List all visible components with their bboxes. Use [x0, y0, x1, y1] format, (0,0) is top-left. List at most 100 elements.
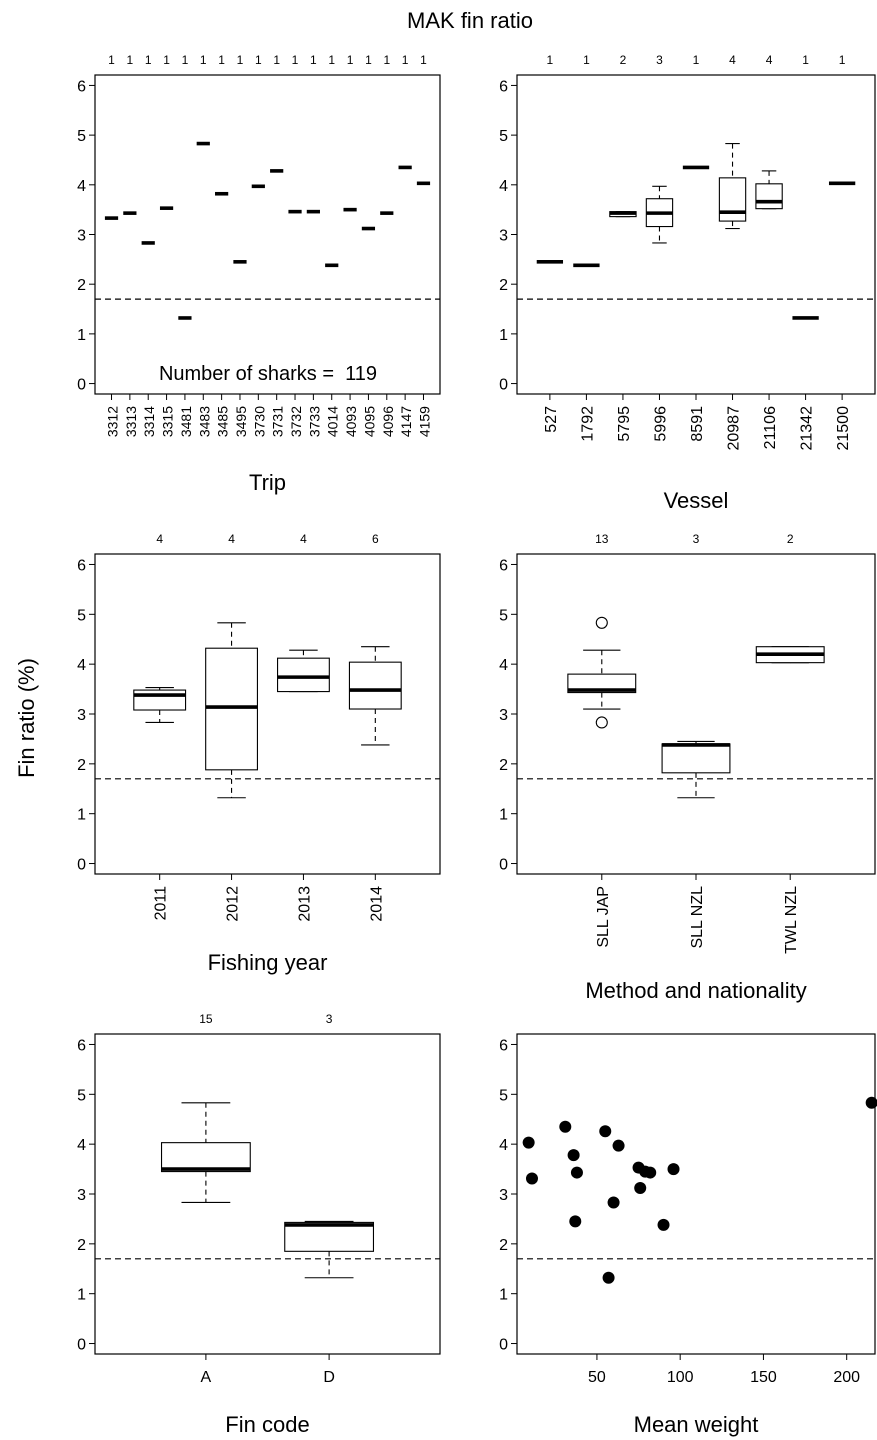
count-label: 1 — [547, 53, 554, 67]
x-tick-label: 1792 — [579, 406, 596, 442]
y-tick-label: 1 — [77, 1287, 86, 1304]
y-tick-label: 6 — [499, 557, 508, 574]
count-label: 1 — [839, 53, 846, 67]
x-tick-label: 50 — [588, 1369, 606, 1386]
count-label: 2 — [620, 53, 627, 67]
plot-frame — [516, 74, 876, 395]
x-tick-label: 5996 — [652, 406, 669, 442]
y-tick-label: 6 — [77, 1037, 86, 1054]
y-tick-label: 1 — [77, 807, 86, 824]
x-tick-label: 3730 — [251, 406, 267, 437]
scatter-point — [657, 1218, 670, 1231]
count-label: 1 — [108, 53, 115, 67]
x-tick-label: 3732 — [288, 406, 304, 437]
y-tick-label: 5 — [499, 128, 508, 145]
y-tick-label: 5 — [77, 607, 86, 624]
count-label: 1 — [802, 53, 809, 67]
x-tick-label: 3485 — [215, 406, 231, 437]
x-axis-title: Method and nationality — [585, 978, 806, 1003]
y-tick-label: 3 — [77, 1187, 86, 1204]
count-label: 1 — [693, 53, 700, 67]
count-label: 1 — [310, 53, 317, 67]
count-label: 4 — [228, 532, 235, 546]
y-tick-label: 5 — [77, 1087, 86, 1104]
box — [205, 647, 258, 771]
y-tick-label: 4 — [499, 1137, 508, 1154]
x-tick-label: 4096 — [380, 406, 396, 437]
y-tick-label: 3 — [77, 228, 86, 245]
y-tick-label: 6 — [77, 78, 86, 95]
x-tick-label: 3314 — [141, 406, 157, 437]
count-label: 1 — [583, 53, 590, 67]
y-tick-label: 4 — [499, 657, 508, 674]
count-label: 1 — [127, 53, 134, 67]
y-tick-label: 3 — [499, 228, 508, 245]
x-tick-label: 3731 — [270, 406, 286, 437]
x-tick-label: 21106 — [762, 406, 779, 449]
count-label: 1 — [365, 53, 372, 67]
x-tick-label: 20987 — [726, 406, 743, 451]
y-tick-label: 4 — [77, 178, 86, 195]
box — [567, 673, 637, 694]
plot-frame — [94, 1033, 441, 1355]
x-tick-label: 2014 — [368, 886, 385, 922]
box — [277, 657, 330, 693]
scatter-point — [570, 1166, 583, 1179]
x-tick-label: SLL NZL — [689, 886, 706, 949]
figure-title: MAK fin ratio — [407, 8, 533, 33]
box — [133, 689, 187, 711]
y-tick-label: 2 — [77, 1237, 86, 1254]
y-tick-label: 2 — [77, 757, 86, 774]
y-tick-label: 0 — [499, 377, 508, 394]
panel-0-trip: 0 1 2 3 4 5 6 3312 1 3313 1 3314 1 3315 1 3481 1 3483 1 348… — [77, 53, 441, 495]
y-tick-label: 2 — [499, 1237, 508, 1254]
count-label: 1 — [328, 53, 335, 67]
count-label: 1 — [182, 53, 189, 67]
x-tick-label: 3315 — [160, 406, 176, 437]
count-label: 3 — [656, 53, 663, 67]
x-tick-label: 2012 — [225, 886, 242, 922]
panels: 0 1 2 3 4 5 6 3 3 1 2 1 3 3 1 3 1 3314 1 3315 1 3481 1 3483 1 348… — [77, 53, 877, 1437]
y-tick-label: 6 — [499, 78, 508, 95]
box — [661, 743, 731, 774]
outlier-point — [595, 716, 608, 729]
x-tick-label: 4093 — [343, 406, 359, 437]
y-tick-label: 3 — [77, 707, 86, 724]
count-label: 2 — [787, 532, 794, 546]
count-label: 1 — [200, 53, 207, 67]
panel-1-vessel: 0 1 2 3 4 5 6 527 1 1792 1 5795 2 5996 3 8591 1 20987 4 211… — [499, 53, 876, 513]
x-tick-label: 2011 — [153, 886, 170, 921]
count-label: 4 — [156, 532, 163, 546]
x-tick-label: 527 — [543, 406, 560, 433]
y-tick-label: 1 — [499, 1287, 508, 1304]
scatter-point — [607, 1196, 620, 1209]
count-label: 1 — [383, 53, 390, 67]
y-tick-label: 1 — [499, 327, 508, 344]
x-axis-title: Fin code — [225, 1412, 309, 1437]
x-tick-label: SLL JAP — [595, 886, 612, 948]
y-tick-label: 6 — [499, 1037, 508, 1054]
plot-frame — [516, 553, 876, 875]
x-axis-title: Trip — [249, 470, 286, 495]
y-tick-label: 0 — [77, 857, 86, 874]
x-tick-label: 150 — [750, 1369, 777, 1386]
scatter-point — [567, 1149, 580, 1162]
count-label: 1 — [255, 53, 262, 67]
panel-2-fishing-year: 0 1 2 3 4 5 6 2011 4 2012 4 2013 4 2014 6 Fishing year — [77, 532, 441, 975]
y-tick-label: 1 — [77, 327, 86, 344]
x-tick-label: 3733 — [306, 406, 322, 437]
count-label: 1 — [273, 53, 280, 67]
x-tick-label: 3481 — [178, 406, 194, 437]
x-tick-label: TWL NZL — [783, 886, 800, 954]
y-tick-label: 1 — [499, 807, 508, 824]
count-label: 3 — [693, 532, 700, 546]
scatter-point — [865, 1096, 877, 1109]
count-label: 1 — [402, 53, 409, 67]
x-tick-label: 8591 — [689, 406, 706, 442]
x-tick-label: D — [323, 1369, 335, 1386]
x-tick-label: 3483 — [196, 406, 212, 437]
box — [718, 177, 747, 222]
box — [348, 661, 402, 710]
x-tick-label: 4147 — [398, 406, 414, 437]
outlier-point — [595, 616, 608, 629]
